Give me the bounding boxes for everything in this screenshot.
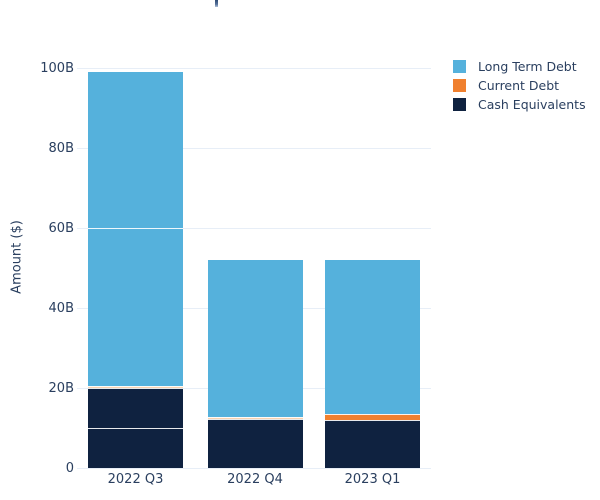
legend-item-long-term-debt[interactable]: Long Term Debt	[453, 57, 586, 76]
y-tick-label: 60B	[48, 221, 74, 236]
legend-label-long-term-debt: Long Term Debt	[478, 59, 577, 74]
legend-label-current-debt: Current Debt	[478, 78, 560, 93]
x-tick-label: 2022 Q4	[227, 472, 283, 487]
legend-swatch-current-debt-icon	[453, 79, 466, 92]
legend-item-current-debt[interactable]: Current Debt	[453, 76, 586, 95]
bar-segment-long-term-debt[interactable]	[325, 260, 420, 414]
legend-swatch-long-term-debt-icon	[453, 60, 466, 73]
clipped-title-descender	[215, 0, 218, 7]
bar-segment-long-term-debt[interactable]	[207, 260, 303, 417]
bar-segment-current-debt[interactable]	[325, 414, 420, 420]
y-tick-label: 0	[65, 461, 74, 476]
bar-segment-current-debt[interactable]	[207, 416, 303, 419]
y-tick-label: 80B	[48, 141, 74, 156]
bar-segment-long-term-debt[interactable]	[88, 228, 183, 386]
y-axis-title: Amount ($)	[9, 220, 25, 294]
bar-segment-cash-equivalents[interactable]	[325, 420, 420, 468]
y-tick-label: 20B	[48, 381, 74, 396]
legend-swatch-cash-equivalents-icon	[453, 98, 466, 111]
legend: Long Term Debt Current Debt Cash Equival…	[453, 57, 586, 114]
gridline	[77, 228, 431, 229]
bar-segment-cash-equivalents[interactable]	[88, 428, 183, 468]
y-tick-label: 100B	[40, 61, 74, 76]
legend-label-cash-equivalents: Cash Equivalents	[478, 97, 586, 112]
x-tick-label: 2022 Q3	[107, 472, 164, 487]
gridline	[77, 68, 431, 69]
bar-segment-cash-equivalents[interactable]	[88, 388, 183, 428]
gridline	[77, 468, 431, 469]
legend-item-cash-equivalents[interactable]: Cash Equivalents	[453, 95, 586, 114]
bar-segment-long-term-debt[interactable]	[88, 72, 183, 228]
gridline	[77, 148, 431, 149]
bar-segment-cash-equivalents[interactable]	[207, 418, 303, 468]
bar-segment-current-debt[interactable]	[88, 386, 183, 388]
y-tick-label: 40B	[48, 301, 74, 316]
x-tick-label: 2023 Q1	[344, 472, 401, 487]
